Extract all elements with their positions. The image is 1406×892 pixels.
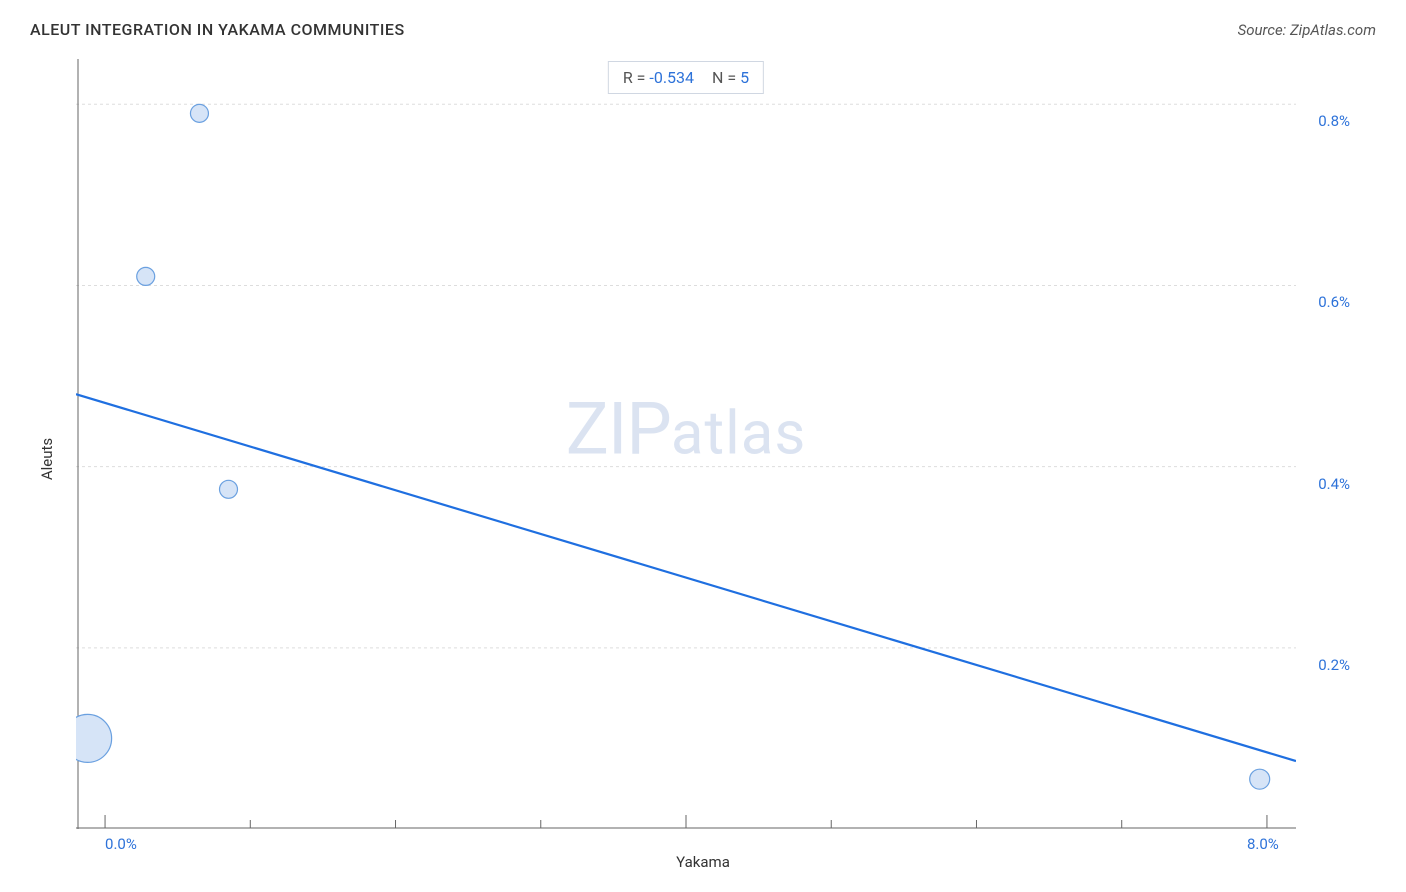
header: ALEUT INTEGRATION IN YAKAMA COMMUNITIES … <box>30 20 1376 39</box>
scatter-svg <box>76 59 1296 829</box>
n-value: 5 <box>740 68 749 87</box>
n-label: N = <box>712 68 740 87</box>
plot-region: ZIPatlas R = -0.534 N = 5 0.2%0.4%0.6%0.… <box>76 59 1296 829</box>
x-tick-label: 0.0% <box>105 835 137 853</box>
y-axis-label: Aleuts <box>38 438 56 480</box>
y-tick-label: 0.8% <box>1318 112 1350 130</box>
chart-container: ALEUT INTEGRATION IN YAKAMA COMMUNITIES … <box>0 0 1406 892</box>
y-tick-label: 0.4% <box>1318 475 1350 493</box>
y-tick-label: 0.2% <box>1318 656 1350 674</box>
y-tick-label: 0.6% <box>1318 293 1350 311</box>
stats-box: R = -0.534 N = 5 <box>608 61 764 94</box>
chart-source: Source: ZipAtlas.com <box>1238 21 1376 39</box>
n-stat: N = 5 <box>712 68 749 87</box>
x-axis-label: Yakama <box>676 853 730 871</box>
x-tick-label: 8.0% <box>1247 835 1279 853</box>
chart-area: Aleuts Yakama ZIPatlas R = -0.534 N = 5 … <box>30 49 1376 869</box>
chart-title: ALEUT INTEGRATION IN YAKAMA COMMUNITIES <box>30 20 405 39</box>
r-value: -0.534 <box>649 68 694 87</box>
r-label: R = <box>623 68 650 87</box>
r-stat: R = -0.534 <box>623 68 694 87</box>
